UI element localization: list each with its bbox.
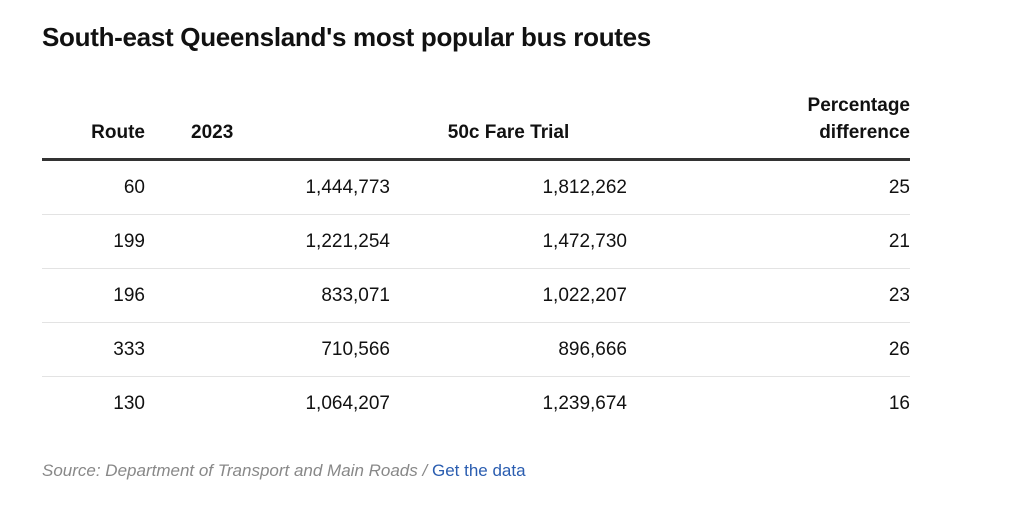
table-row: 196 833,071 1,022,207 23 xyxy=(42,268,910,323)
table-cell: 333 xyxy=(42,322,145,377)
table-cell: 26 xyxy=(627,322,910,377)
table-cell: 1,239,674 xyxy=(542,392,627,414)
table-row: 130 1,064,207 1,239,674 16 xyxy=(42,377,910,431)
table-cell: 1,444,773 xyxy=(145,159,390,215)
table-cell: 1,022,207 xyxy=(390,268,627,323)
header-text: Route xyxy=(91,122,145,143)
table-head: Route 2023 50c Fare Trial Percentage differ… xyxy=(42,92,910,161)
table-cell: 25 xyxy=(627,159,910,215)
column-header: Route xyxy=(42,92,145,161)
table-cell: 1,812,262 xyxy=(390,159,627,215)
table-cell: 1,472,730 xyxy=(390,214,627,269)
table-cell: 1,221,254 xyxy=(145,214,390,269)
table-cell: 60 xyxy=(42,159,145,215)
table-body: 60 1,444,773 1,812,262 25 199 1,221,254 1,472,… xyxy=(42,159,910,431)
column-header: 50c Fare Trial xyxy=(390,92,627,161)
source-text: Source: Department of Transport and Main… xyxy=(42,461,418,480)
source: Source: Department of Transport and Main… xyxy=(42,461,526,481)
header-row: Route 2023 50c Fare Trial Percentage differ… xyxy=(42,92,910,161)
header-text: 50c Fare Trial xyxy=(447,122,570,143)
table-row: 199 1,221,254 1,472,730 21 xyxy=(42,214,910,269)
column-header: 2023 xyxy=(145,92,390,161)
table-cell: 833,071 xyxy=(145,268,390,323)
table-row: 60 1,444,773 1,812,262 25 xyxy=(42,159,910,215)
separator: / xyxy=(422,461,428,480)
table-cell: 199 xyxy=(42,214,145,269)
header-text: Percentage difference xyxy=(807,95,910,143)
table-cell: 130 xyxy=(113,392,145,414)
header-text: 2023 xyxy=(191,122,234,143)
table-cell: 710,566 xyxy=(145,322,390,377)
column-header: Percentage difference xyxy=(627,92,910,161)
table-cell: 23 xyxy=(627,268,910,323)
table-cell: 1,064,207 xyxy=(305,392,390,414)
table-row: 333 710,566 896,666 26 xyxy=(42,322,910,377)
data-table: Route 2023 50c Fare Trial Percentage differ… xyxy=(42,92,910,430)
title: South-east Queensland's most popular bus… xyxy=(42,22,651,52)
table-cell: 21 xyxy=(627,214,910,269)
table-cell: 896,666 xyxy=(390,322,627,377)
get-data-link[interactable]: Get the data xyxy=(431,461,526,480)
table-cell: 196 xyxy=(42,268,145,323)
table-cell: 16 xyxy=(888,392,910,414)
